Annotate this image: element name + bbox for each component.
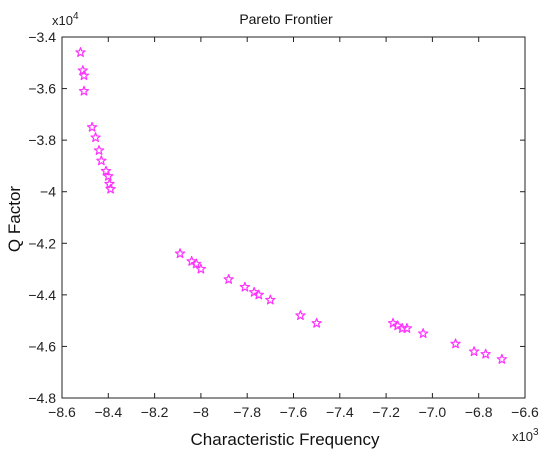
y-tick-label: −4.6	[28, 338, 56, 354]
y-tick-label: −3.4	[28, 29, 56, 45]
x-tick-label: −8.6	[48, 404, 76, 420]
data-point-star	[100, 165, 112, 176]
x-axis-multiplier: x103	[512, 427, 539, 444]
data-point-star	[387, 317, 399, 328]
y-multiplier-exponent: 4	[73, 11, 79, 22]
data-point-star	[78, 85, 90, 96]
data-point-star	[75, 47, 86, 57]
y-axis-multiplier: x104	[52, 11, 79, 28]
data-point-star	[248, 286, 260, 297]
x-multiplier-base: x10	[512, 429, 533, 444]
y-tick-label: −4.8	[28, 390, 56, 406]
x-tick-label: −6.8	[465, 404, 493, 420]
y-tick-label: −4	[40, 184, 56, 200]
y-tick-label: −4.2	[28, 235, 56, 251]
x-multiplier-exponent: 3	[533, 427, 539, 438]
data-point-star	[450, 338, 461, 349]
data-point-star	[96, 155, 107, 166]
y-tick-label: −3.8	[28, 132, 56, 148]
data-point-star	[311, 317, 322, 328]
data-point-star	[392, 320, 403, 331]
data-point-star	[195, 263, 207, 274]
data-point-star	[239, 281, 251, 292]
x-tick-label: −7.2	[372, 404, 400, 420]
data-point-star	[105, 183, 116, 194]
y-tick-label: −3.6	[28, 81, 56, 97]
data-point-star	[90, 132, 101, 143]
data-point-star	[78, 70, 90, 81]
chart-title: Pareto Frontier	[239, 11, 333, 27]
x-tick-label: −7.8	[233, 404, 261, 420]
data-point-star	[468, 346, 480, 357]
data-point-star	[191, 258, 202, 269]
plot-area: −8.6 −8.4 −8.2 −8 −7.8 −7.6 −7.4 −7.2 −7.0 −6.8 −6…	[28, 29, 539, 420]
data-point-star	[295, 310, 306, 320]
x-tick-label: −7.0	[419, 404, 447, 420]
data-point-star	[186, 255, 197, 266]
x-tick-label: −6.6	[511, 404, 539, 420]
x-tick-label: −8.2	[141, 404, 169, 420]
data-point-star	[417, 328, 429, 339]
x-tick-label: −8	[193, 404, 209, 420]
data-point-star	[86, 121, 98, 132]
data-point-star	[401, 322, 413, 333]
y-multiplier-base: x10	[52, 13, 73, 28]
x-tick-label: −8.4	[94, 404, 122, 420]
data-point-star	[253, 289, 264, 300]
y-tick-label: −4.4	[28, 287, 56, 303]
data-point-star	[103, 170, 114, 181]
y-axis-label: Q Factor	[5, 186, 24, 252]
data-point-star	[223, 273, 234, 284]
plot-frame	[61, 36, 526, 399]
data-point-star	[480, 348, 491, 359]
data-point-star	[265, 294, 276, 305]
data-point-star	[496, 353, 508, 364]
data-point-star	[93, 145, 105, 155]
x-tick-label: −7.6	[280, 404, 308, 420]
data-point-star	[174, 248, 186, 259]
x-tick-label: −7.4	[326, 404, 354, 420]
x-axis-label: Characteristic Frequency	[191, 430, 380, 449]
